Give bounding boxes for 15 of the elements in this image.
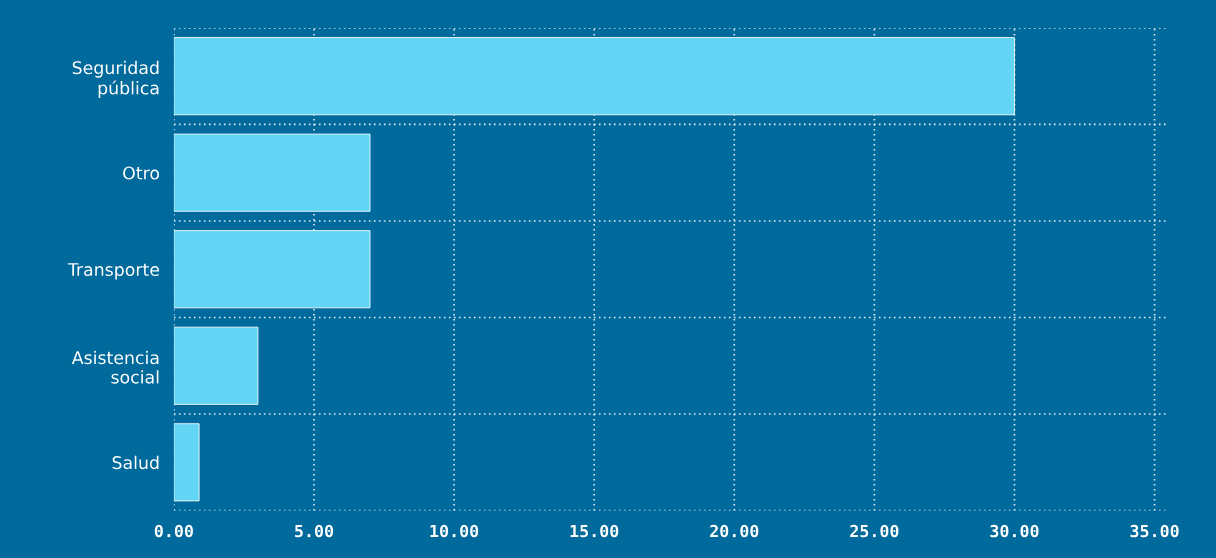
x-tick-label: 10.00 [430, 524, 479, 538]
y-tick-label: Seguridad pública [72, 60, 159, 98]
x-tick-label: 30.00 [990, 524, 1039, 538]
y-tick-label: Otro [123, 166, 160, 180]
x-tick-label: 35.00 [1130, 524, 1179, 538]
y-tick-label: Asistencia social [71, 350, 159, 384]
x-tick-label: 20.00 [710, 524, 759, 538]
x-tick-label: 15.00 [570, 524, 619, 538]
x-tick-label: 5.00 [295, 524, 334, 538]
bar [173, 423, 200, 502]
x-tick-label: 25.00 [850, 524, 899, 538]
y-tick-label: Salud [112, 455, 159, 470]
bar [173, 133, 371, 212]
x-tick-label: 0.00 [154, 524, 193, 538]
y-tick-label: Transporte [67, 263, 160, 280]
